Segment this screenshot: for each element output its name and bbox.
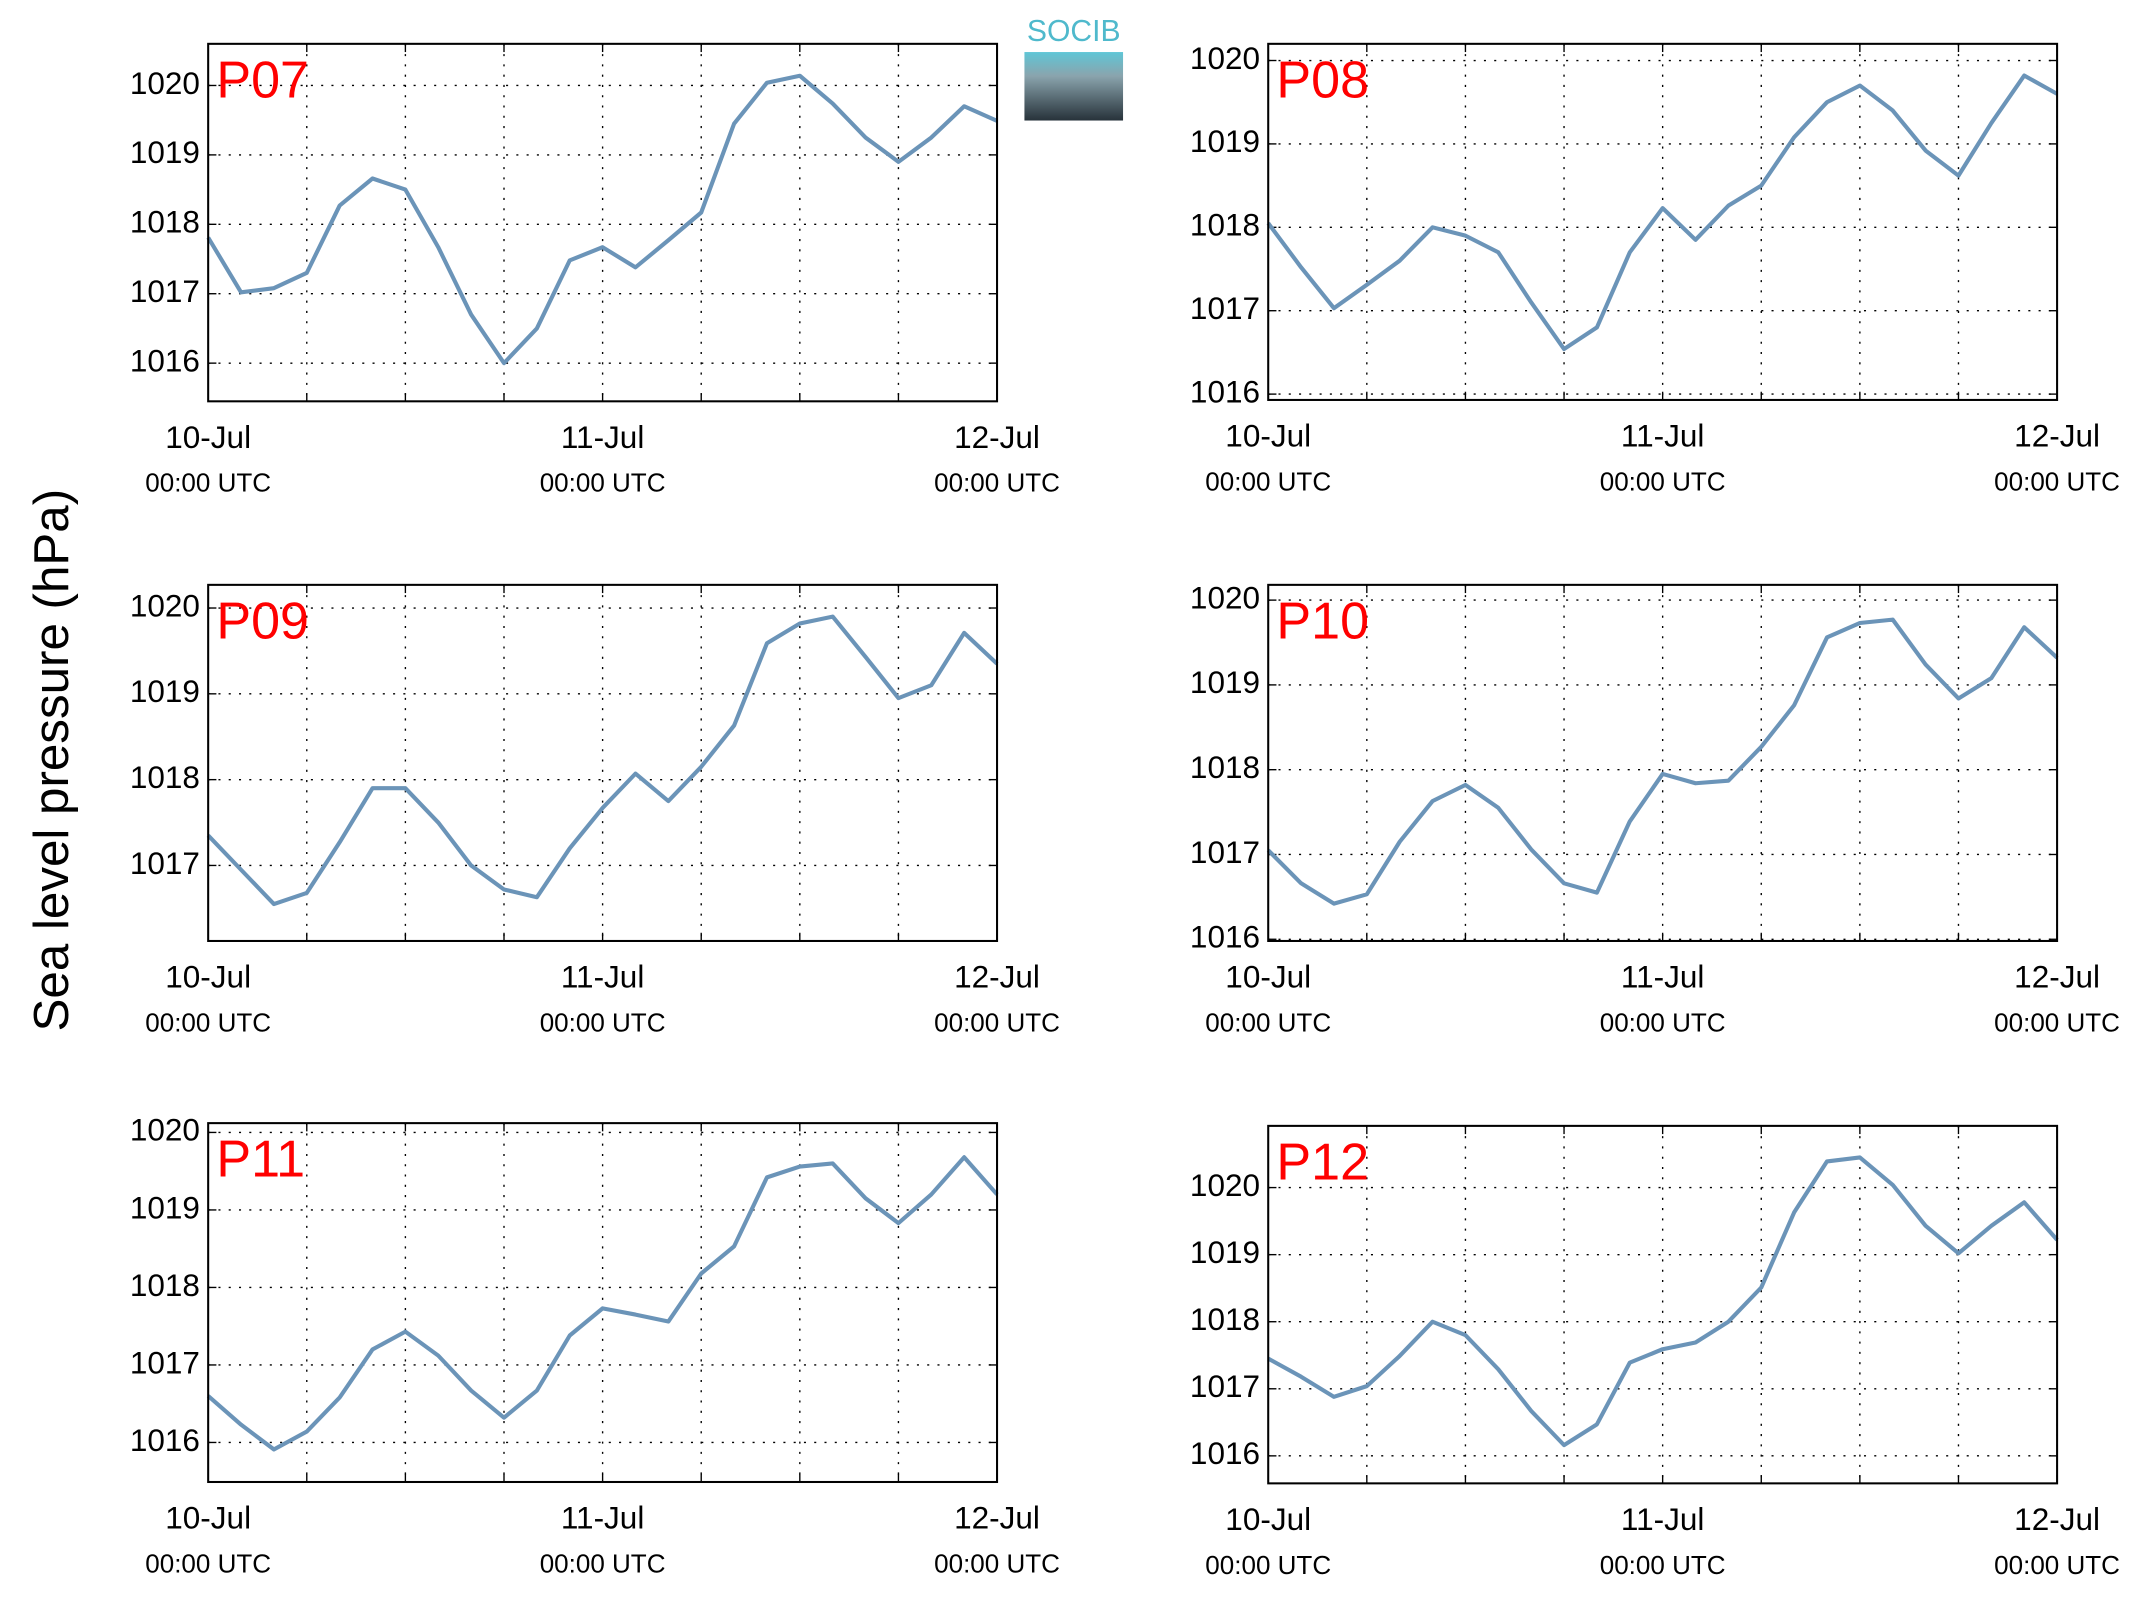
y-tick-label: 1018: [1190, 1301, 1260, 1337]
y-tick-label: 1020: [130, 1112, 200, 1148]
x-tick-label: 11-Jul: [1621, 418, 1704, 454]
x-tick-label: 10-Jul: [165, 419, 251, 455]
y-tick-label: 1017: [1190, 1368, 1260, 1404]
x-tick-sublabel: 00:00 UTC: [1600, 1007, 1726, 1037]
x-tick-label: 10-Jul: [165, 1500, 251, 1536]
plot-frame: [1267, 583, 2059, 942]
y-tick-label: 1019: [130, 673, 200, 709]
plot-frame: [207, 42, 999, 403]
x-tick-sublabel: 00:00 UTC: [1205, 1007, 1331, 1037]
x-tick-sublabel: 00:00 UTC: [540, 468, 666, 498]
data-line: [1266, 617, 2059, 906]
x-tick-sublabel: 00:00 UTC: [1205, 1550, 1331, 1580]
y-tick-label: 1018: [130, 204, 200, 240]
x-tick-label: 10-Jul: [1225, 959, 1311, 995]
x-tick-sublabel: 00:00 UTC: [1994, 1550, 2120, 1580]
x-tick-label: 12-Jul: [2014, 418, 2100, 454]
x-tick-label: 11-Jul: [1621, 959, 1704, 995]
y-tick-label: 1016: [1190, 373, 1260, 409]
plot-frame: [1267, 42, 2059, 401]
x-tick-sublabel: 00:00 UTC: [1205, 466, 1331, 496]
data-line: [206, 1155, 999, 1452]
x-tick-sublabel: 00:00 UTC: [145, 1548, 271, 1578]
x-tick-label: 12-Jul: [2014, 959, 2100, 995]
x-tick-sublabel: 00:00 UTC: [1600, 1550, 1726, 1580]
y-tick-label: 1016: [130, 342, 200, 378]
x-tick-label: 12-Jul: [954, 959, 1040, 995]
y-tick-label: 1019: [1190, 1234, 1260, 1270]
y-tick-label: 1018: [1190, 207, 1260, 243]
y-tick-label: 1020: [130, 587, 200, 623]
y-tick-label: 1017: [130, 845, 200, 881]
x-tick-sublabel: 00:00 UTC: [1600, 466, 1726, 496]
y-tick-label: 1016: [1190, 1435, 1260, 1471]
x-tick-sublabel: 00:00 UTC: [145, 468, 271, 498]
x-tick-label: 11-Jul: [561, 419, 644, 455]
y-tick-label: 1018: [1190, 749, 1260, 785]
y-tick-label: 1020: [1190, 1167, 1260, 1203]
y-tick-label: 1018: [130, 759, 200, 795]
panel-title: P12: [1276, 1133, 1369, 1191]
x-tick-label: 12-Jul: [954, 1500, 1040, 1536]
y-tick-label: 1020: [130, 65, 200, 101]
y-tick-label: 1017: [130, 1344, 200, 1380]
x-tick-label: 11-Jul: [561, 959, 644, 995]
panel-title: P09: [216, 592, 309, 650]
x-tick-sublabel: 00:00 UTC: [540, 1007, 666, 1037]
y-tick-label: 1016: [130, 1422, 200, 1458]
data-line: [206, 614, 999, 907]
x-tick-label: 10-Jul: [165, 959, 251, 995]
plot-frame: [1267, 1124, 2059, 1485]
plot-background: [1268, 584, 2058, 941]
y-tick-label: 1019: [130, 134, 200, 170]
x-tick-label: 10-Jul: [1225, 418, 1311, 454]
x-tick-sublabel: 00:00 UTC: [540, 1548, 666, 1578]
panel-title: P07: [216, 51, 309, 109]
plot-background: [208, 584, 998, 941]
x-tick-label: 11-Jul: [561, 1500, 644, 1536]
x-tick-label: 12-Jul: [954, 419, 1040, 455]
plot-frame: [207, 1122, 999, 1484]
x-tick-label: 10-Jul: [1225, 1501, 1311, 1537]
panel-title: P11: [216, 1131, 305, 1189]
panel-title: P08: [1276, 51, 1369, 109]
y-tick-label: 1017: [1190, 834, 1260, 870]
y-tick-label: 1017: [130, 273, 200, 309]
data-line: [206, 73, 998, 366]
x-tick-sublabel: 00:00 UTC: [934, 468, 1060, 498]
y-tick-label: 1019: [1190, 123, 1260, 159]
x-tick-sublabel: 00:00 UTC: [934, 1548, 1060, 1578]
y-tick-label: 1018: [130, 1267, 200, 1303]
x-tick-label: 11-Jul: [1621, 1501, 1704, 1537]
y-tick-label: 1016: [1190, 919, 1260, 955]
x-tick-label: 12-Jul: [2014, 1501, 2100, 1537]
y-tick-label: 1019: [130, 1189, 200, 1225]
plot-background: [1268, 1125, 2058, 1484]
y-tick-label: 1017: [1190, 290, 1260, 326]
x-tick-sublabel: 00:00 UTC: [934, 1007, 1060, 1037]
data-line: [1267, 1155, 2059, 1448]
y-axis-label: Sea level pressure (hPa): [24, 489, 79, 1032]
y-tick-label: 1019: [1190, 664, 1260, 700]
x-tick-sublabel: 00:00 UTC: [145, 1007, 271, 1037]
x-tick-sublabel: 00:00 UTC: [1994, 1007, 2120, 1037]
y-tick-label: 1020: [1190, 40, 1260, 76]
logo-text: SOCIB: [1027, 15, 1121, 48]
x-tick-sublabel: 00:00 UTC: [1994, 466, 2120, 496]
plot-frame: [207, 583, 999, 942]
plot-background: [208, 43, 998, 402]
data-line: [1266, 73, 2059, 352]
plot-background: [208, 1123, 998, 1482]
logo-block: [1024, 52, 1124, 121]
panel-title: P10: [1276, 592, 1369, 650]
plot-background: [1268, 43, 2058, 400]
y-tick-label: 1020: [1190, 579, 1260, 615]
